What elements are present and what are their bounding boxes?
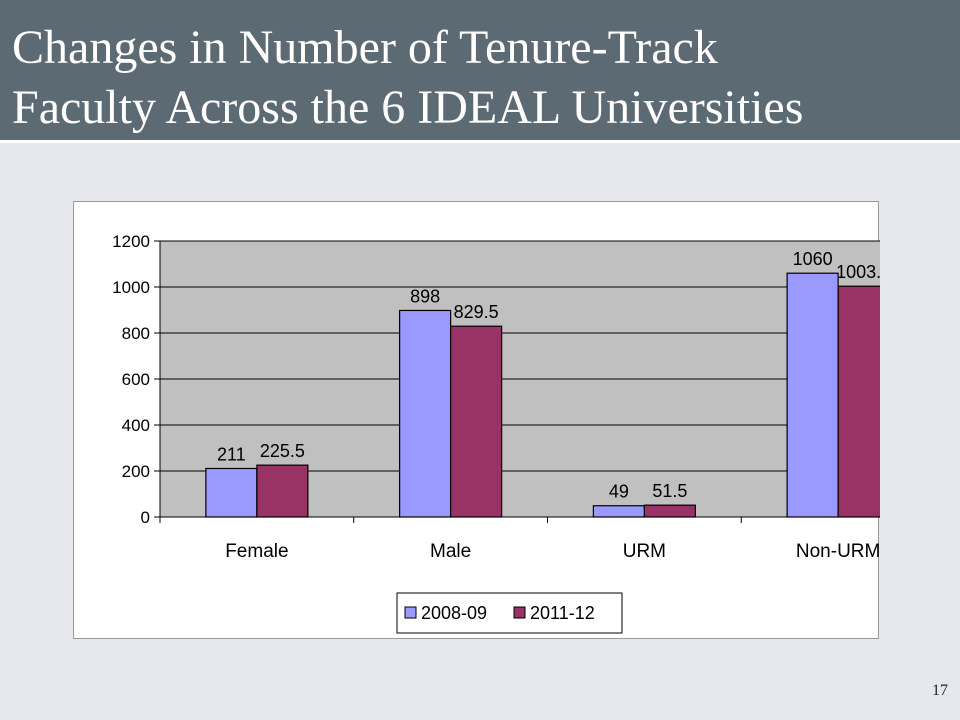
legend xyxy=(396,592,623,634)
y-tick-label: 0 xyxy=(141,508,150,527)
bar-female-2008-09 xyxy=(205,467,258,518)
y-tick-label: 400 xyxy=(122,416,150,435)
data-label: 211 xyxy=(217,444,246,464)
bar-non-urm-2008-09 xyxy=(786,272,839,518)
y-tick-label: 1200 xyxy=(112,232,150,251)
bar-non-urm-2011-12 xyxy=(837,285,880,518)
bar-male-2008-09 xyxy=(399,309,452,518)
bar-urm-2011-12 xyxy=(643,504,696,518)
bar-urm-2008-09 xyxy=(592,505,645,518)
legend-label: 2008-09 xyxy=(421,603,487,623)
y-tick-label: 1000 xyxy=(112,278,150,297)
x-tick-label: Female xyxy=(225,541,288,562)
data-label: 49 xyxy=(609,482,629,502)
data-label: 898 xyxy=(410,286,440,306)
data-label: 1003.5 xyxy=(836,262,880,282)
data-label: 1060 xyxy=(793,249,833,269)
slide-title-line-1: Changes in Number of Tenure-Track xyxy=(12,21,718,74)
data-label: 225.5 xyxy=(260,441,305,461)
bar-male-2011-12 xyxy=(450,325,503,518)
chart-frame: 0 200 400 600 800 1000 1200 211 225.5 Female 898 82… xyxy=(73,201,880,639)
legend-label: 2011-12 xyxy=(530,603,595,623)
y-tick-label: 200 xyxy=(122,462,150,481)
bar-female-2011-12 xyxy=(256,464,309,518)
data-label: 51.5 xyxy=(652,481,687,501)
legend-swatch xyxy=(404,606,417,619)
y-tick-label: 600 xyxy=(122,370,150,389)
slide-title-line-2: Faculty Across the 6 IDEAL Universities xyxy=(12,81,804,134)
slide-header: Changes in Number of Tenure-Track Facult… xyxy=(0,0,960,143)
page-number: 17 xyxy=(932,682,948,699)
x-tick-label: URM xyxy=(623,541,666,562)
bar-chart: 0 200 400 600 800 1000 1200 211 225.5 Female 898 82… xyxy=(112,232,880,634)
y-tick-label: 800 xyxy=(122,324,150,343)
x-tick-label: Male xyxy=(430,541,471,562)
legend-swatch xyxy=(513,606,526,619)
x-tick-label: Non-URM xyxy=(796,541,880,562)
data-label: 829.5 xyxy=(454,302,499,322)
